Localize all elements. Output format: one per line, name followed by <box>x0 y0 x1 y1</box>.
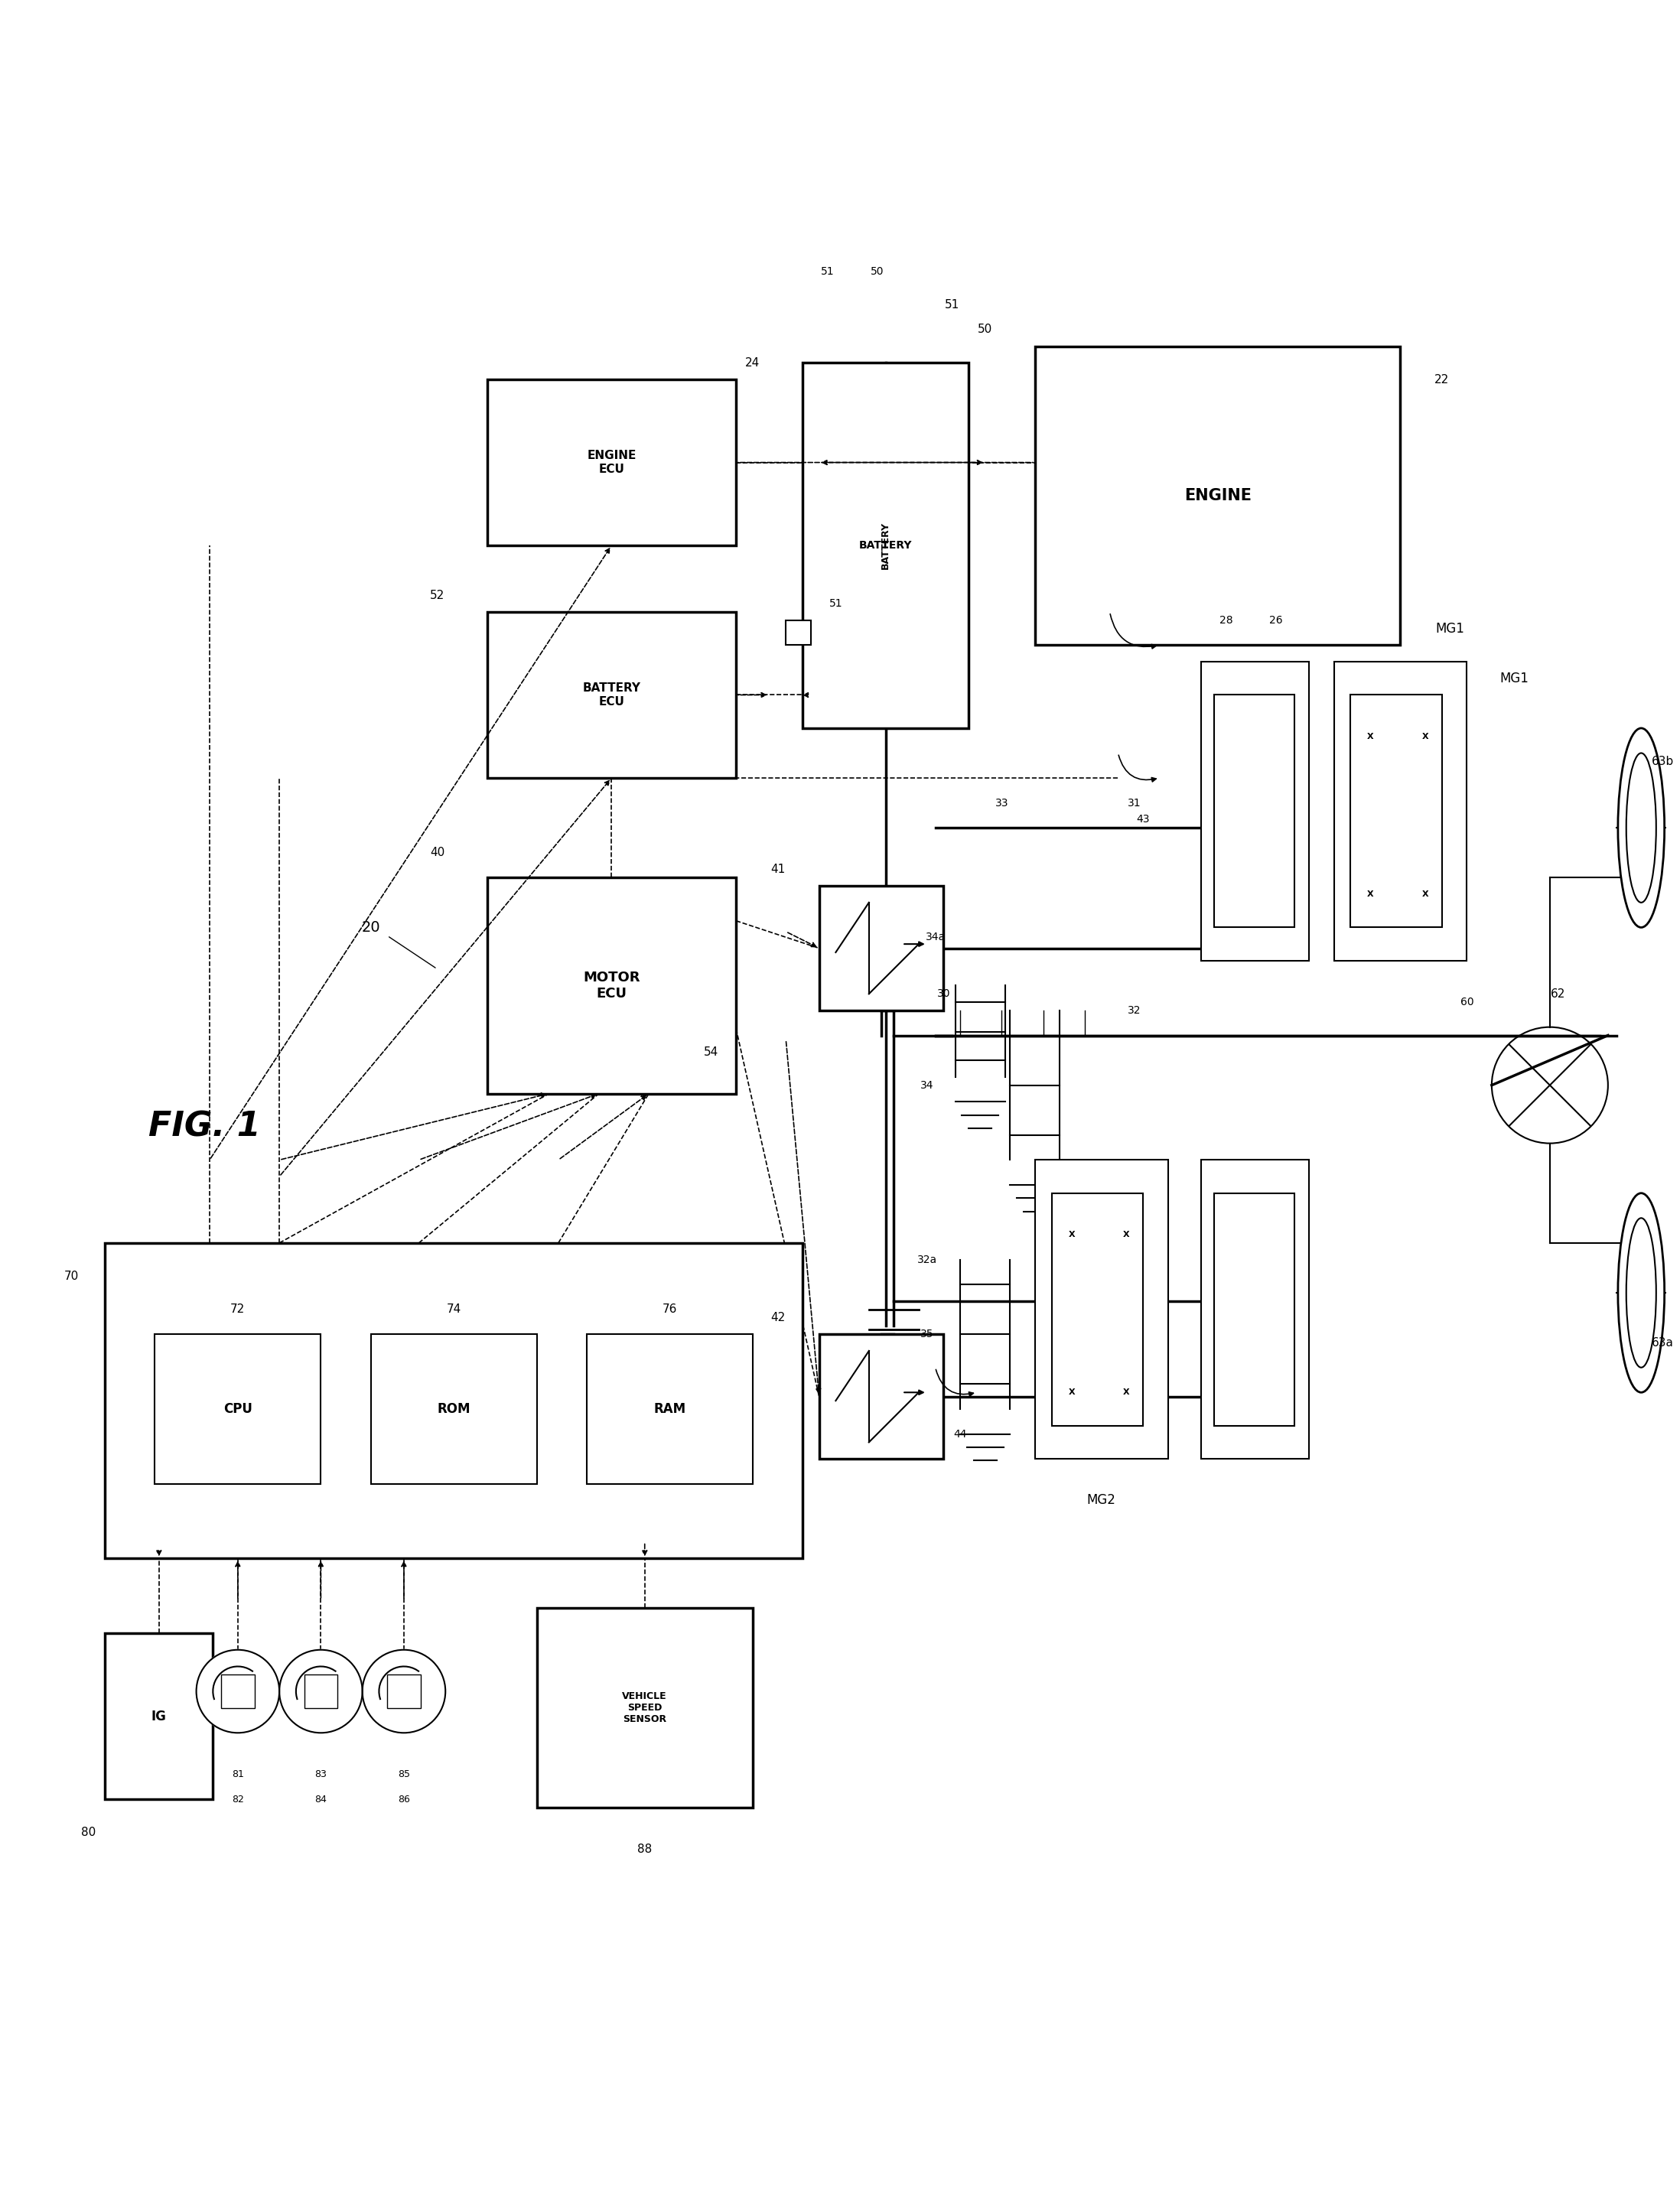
Text: 34: 34 <box>921 1080 934 1091</box>
Text: 41: 41 <box>769 864 785 875</box>
Text: 43: 43 <box>1136 814 1149 824</box>
Bar <box>1334 663 1467 960</box>
Bar <box>222 1675 254 1708</box>
Text: VEHICLE
SPEED
SENSOR: VEHICLE SPEED SENSOR <box>622 1691 667 1723</box>
Bar <box>786 621 811 645</box>
Text: 32: 32 <box>1127 1006 1141 1015</box>
Text: FIG. 1: FIG. 1 <box>148 1111 260 1144</box>
Text: RAM: RAM <box>654 1402 685 1415</box>
Text: 70: 70 <box>64 1271 79 1282</box>
Text: IG: IG <box>151 1710 166 1723</box>
Text: 54: 54 <box>704 1045 719 1059</box>
Text: X: X <box>1122 1231 1129 1238</box>
Text: 31: 31 <box>1127 798 1141 809</box>
Text: X: X <box>1068 1389 1075 1395</box>
Text: X: X <box>1368 890 1374 899</box>
Bar <box>1215 695 1294 927</box>
Text: 42: 42 <box>769 1312 785 1323</box>
Text: 63b: 63b <box>1651 757 1673 768</box>
Text: BATTERY: BATTERY <box>858 540 912 551</box>
Text: BATTERY
ECU: BATTERY ECU <box>583 682 640 706</box>
FancyBboxPatch shape <box>104 1242 803 1559</box>
Ellipse shape <box>1626 752 1656 903</box>
Text: X: X <box>1421 890 1428 899</box>
FancyBboxPatch shape <box>1035 346 1401 645</box>
Text: 28: 28 <box>1220 615 1233 625</box>
Text: 30: 30 <box>937 989 951 999</box>
FancyBboxPatch shape <box>820 886 944 1010</box>
Text: 60: 60 <box>1460 997 1473 1008</box>
Ellipse shape <box>1618 728 1665 927</box>
Text: MG2: MG2 <box>1087 1494 1116 1507</box>
Text: X: X <box>1368 733 1374 739</box>
Text: 40: 40 <box>430 846 445 859</box>
Text: 80: 80 <box>81 1826 96 1839</box>
Text: 20: 20 <box>361 921 380 934</box>
Text: ROM: ROM <box>437 1402 470 1415</box>
Text: 26: 26 <box>1268 615 1282 625</box>
Text: BATTERY: BATTERY <box>880 523 890 569</box>
Text: 85: 85 <box>398 1769 410 1780</box>
FancyBboxPatch shape <box>538 1607 753 1809</box>
Text: 86: 86 <box>398 1793 410 1804</box>
Text: 74: 74 <box>447 1303 460 1314</box>
FancyBboxPatch shape <box>487 877 736 1094</box>
Text: CPU: CPU <box>223 1402 252 1415</box>
Text: 44: 44 <box>954 1428 968 1439</box>
Text: ENGINE
ECU: ENGINE ECU <box>586 451 637 475</box>
Text: 22: 22 <box>1435 374 1450 385</box>
Bar <box>1201 663 1309 960</box>
Bar <box>1035 1159 1168 1459</box>
Text: 32a: 32a <box>917 1253 937 1264</box>
Text: X: X <box>1421 733 1428 739</box>
Circle shape <box>363 1649 445 1732</box>
Text: 88: 88 <box>637 1844 652 1855</box>
Bar <box>1201 1159 1309 1459</box>
FancyBboxPatch shape <box>155 1334 321 1483</box>
Bar <box>1215 1194 1294 1426</box>
Text: 33: 33 <box>995 798 1008 809</box>
Circle shape <box>279 1649 363 1732</box>
Ellipse shape <box>1618 1194 1665 1393</box>
Text: 51: 51 <box>828 599 842 608</box>
FancyBboxPatch shape <box>487 612 736 779</box>
Bar <box>304 1675 338 1708</box>
Text: 51: 51 <box>944 300 959 311</box>
Text: 82: 82 <box>232 1793 244 1804</box>
Text: 84: 84 <box>314 1793 328 1804</box>
Text: X: X <box>1122 1389 1129 1395</box>
Text: 76: 76 <box>662 1303 677 1314</box>
FancyBboxPatch shape <box>803 363 969 728</box>
Text: X: X <box>1068 1231 1075 1238</box>
Text: 62: 62 <box>1551 989 1566 999</box>
Text: 50: 50 <box>870 267 884 278</box>
Text: 50: 50 <box>978 324 993 335</box>
Text: MG1: MG1 <box>1500 671 1529 685</box>
Text: 35: 35 <box>921 1330 934 1341</box>
FancyBboxPatch shape <box>371 1334 538 1483</box>
Bar <box>1052 1194 1142 1426</box>
Bar <box>388 1675 420 1708</box>
FancyBboxPatch shape <box>586 1334 753 1483</box>
Text: 52: 52 <box>430 590 445 601</box>
Text: 51: 51 <box>820 267 835 278</box>
Text: 63a: 63a <box>1651 1336 1673 1349</box>
FancyBboxPatch shape <box>104 1634 213 1800</box>
Text: ENGINE: ENGINE <box>1184 488 1252 503</box>
Circle shape <box>197 1649 279 1732</box>
FancyBboxPatch shape <box>487 378 736 545</box>
Text: 81: 81 <box>232 1769 244 1780</box>
Bar <box>1351 695 1441 927</box>
Text: 83: 83 <box>314 1769 328 1780</box>
Text: MG1: MG1 <box>1436 621 1465 636</box>
Text: MOTOR
ECU: MOTOR ECU <box>583 971 640 999</box>
Text: 24: 24 <box>746 356 759 370</box>
Text: 72: 72 <box>230 1303 245 1314</box>
Ellipse shape <box>1626 1218 1656 1367</box>
Text: 34a: 34a <box>926 932 946 943</box>
FancyBboxPatch shape <box>820 1334 944 1459</box>
